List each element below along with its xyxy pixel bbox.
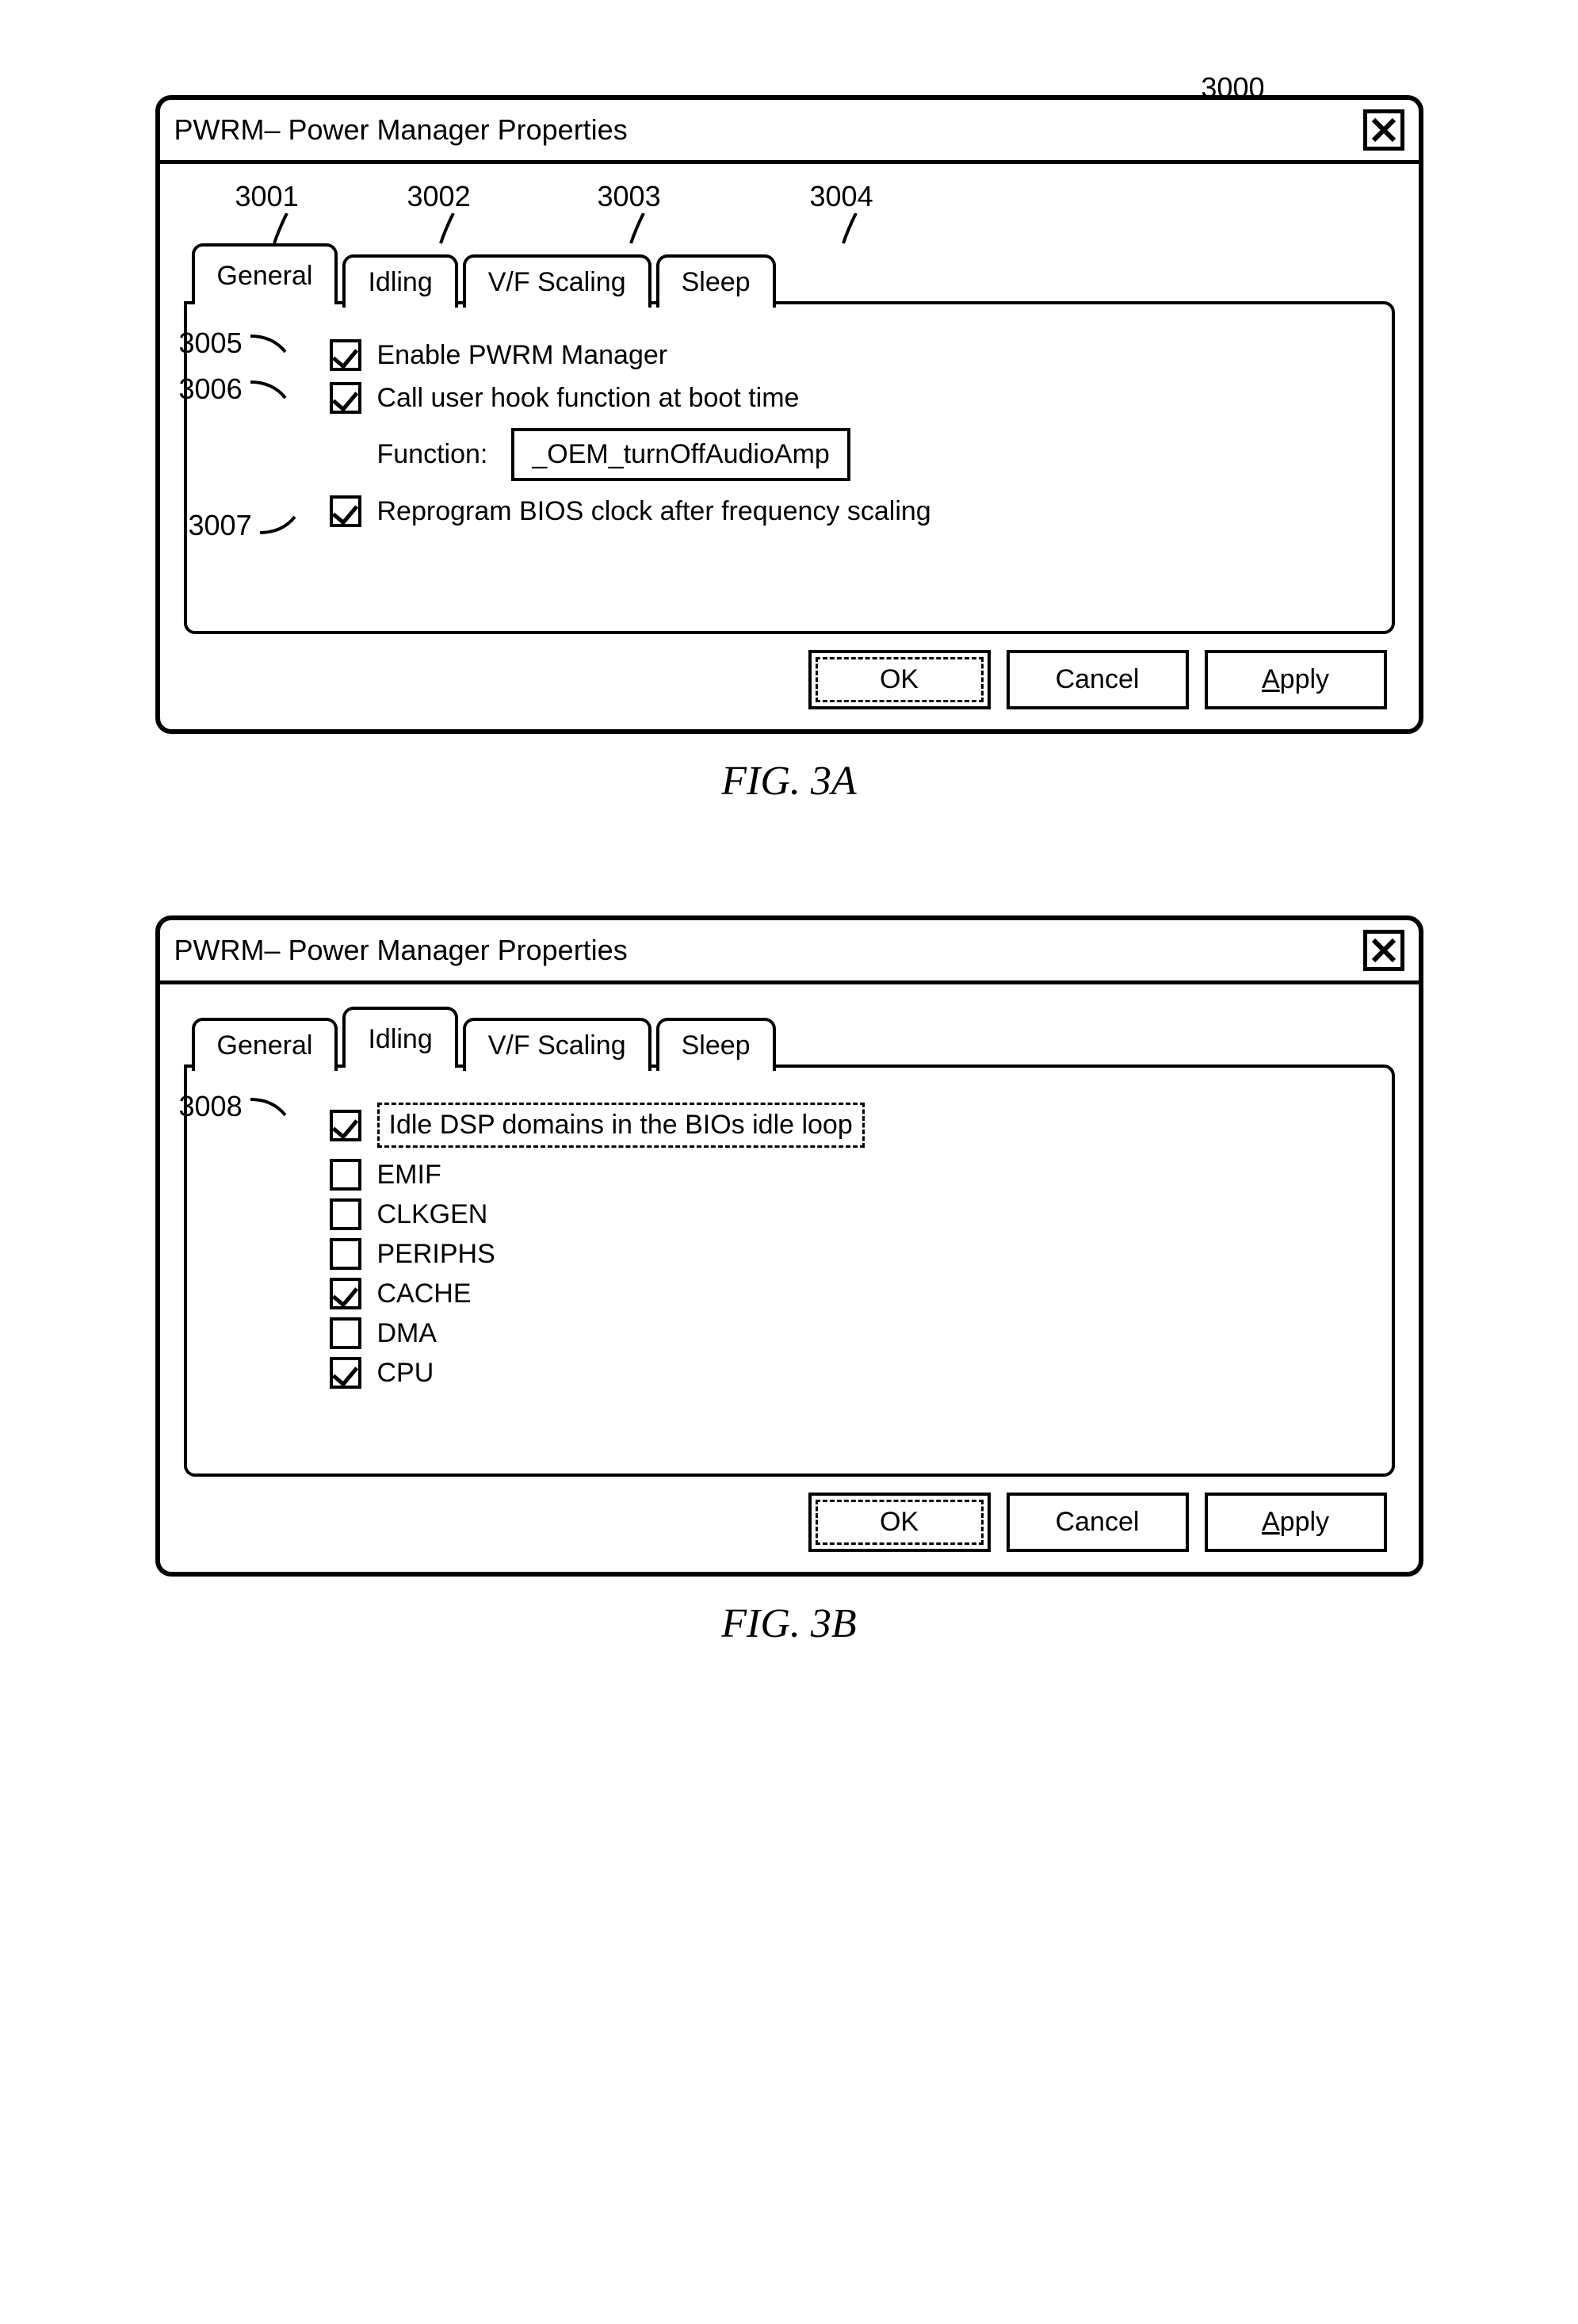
apply-accel: A [1262, 664, 1280, 694]
tab-sleep[interactable]: Sleep [656, 1018, 776, 1071]
client-area: General Idling V/F Scaling Sleep 3008 Id… [160, 984, 1419, 1572]
cancel-button[interactable]: Cancel [1007, 1493, 1189, 1552]
close-icon [1370, 117, 1397, 143]
apply-rest: pply [1280, 664, 1329, 694]
ann-3006: 3006 [179, 373, 288, 406]
ann-line-icon [271, 213, 303, 247]
label-cache: CACHE [377, 1279, 472, 1309]
ok-button[interactable]: OK [808, 650, 991, 709]
ann-connector-icon [249, 1095, 288, 1118]
idle-item-row: EMIF [330, 1159, 1360, 1191]
tab-vf[interactable]: V/F Scaling [463, 254, 651, 308]
label-periphs: PERIPHS [377, 1239, 495, 1270]
checkbox-reprogram-bios[interactable] [330, 495, 361, 527]
tab-vf[interactable]: V/F Scaling [463, 1018, 651, 1071]
ann-3007-label: 3007 [189, 509, 252, 542]
checkbox-cache[interactable] [330, 1278, 361, 1309]
function-field[interactable]: _OEM_turnOffAudioAmp [511, 428, 850, 481]
close-button[interactable] [1363, 109, 1404, 151]
window-title: PWRM– Power Manager Properties [174, 934, 628, 967]
tab-general[interactable]: General [192, 243, 338, 304]
idle-item-row: CLKGEN [330, 1198, 1360, 1230]
row-function: Function: _OEM_turnOffAudioAmp [377, 428, 1360, 481]
ann-3001: 3001 [235, 180, 299, 213]
label-cpu: CPU [377, 1358, 434, 1389]
checkbox-emif[interactable] [330, 1159, 361, 1191]
tab-annotations: 3001 3002 3003 3004 [184, 180, 1395, 243]
button-row: OK Cancel Apply [184, 1493, 1395, 1552]
tab-idling[interactable]: Idling [342, 254, 457, 308]
idle-item-row: PERIPHS [330, 1238, 1360, 1270]
caption-3b: FIG. 3B [155, 1600, 1423, 1647]
ok-button[interactable]: OK [808, 1493, 991, 1552]
tab-sleep[interactable]: Sleep [656, 254, 776, 308]
ann-connector-icon [258, 514, 298, 537]
ann-3003: 3003 [598, 180, 661, 213]
row-idle-dsp: Idle DSP domains in the BIOs idle loop [330, 1103, 1360, 1148]
ann-3007: 3007 [189, 509, 298, 542]
close-button[interactable] [1363, 930, 1404, 971]
ann-connector-icon [249, 331, 288, 355]
apply-button[interactable]: Apply [1205, 650, 1387, 709]
ann-3005: 3005 [179, 327, 288, 360]
ann-3005-label: 3005 [179, 327, 243, 360]
label-clkgen: CLKGEN [377, 1199, 488, 1230]
label-function: Function: [377, 439, 488, 470]
apply-accel: A [1262, 1507, 1280, 1537]
window-3a: PWRM– Power Manager Properties 3001 3002… [155, 95, 1423, 734]
apply-button[interactable]: Apply [1205, 1493, 1387, 1552]
label-enable-pwrm: Enable PWRM Manager [377, 340, 668, 371]
panel-general: 3005 3006 3007 Enable PWRM Manager [184, 301, 1395, 634]
close-icon [1370, 937, 1397, 964]
ann-3006-label: 3006 [179, 373, 243, 406]
tabstrip: General Idling V/F Scaling Sleep [184, 243, 1395, 304]
ok-label: OK [880, 1507, 919, 1537]
checkbox-idle-dsp[interactable] [330, 1110, 361, 1141]
tabstrip: General Idling V/F Scaling Sleep [184, 1007, 1395, 1068]
button-row: OK Cancel Apply [184, 650, 1395, 709]
label-call-hook: Call user hook function at boot time [377, 383, 800, 414]
tab-general[interactable]: General [192, 1018, 338, 1071]
label-emif: EMIF [377, 1160, 441, 1191]
label-idle-dsp: Idle DSP domains in the BIOs idle loop [377, 1103, 865, 1148]
window-3b: PWRM– Power Manager Properties General I… [155, 915, 1423, 1577]
checkbox-enable-pwrm[interactable] [330, 339, 361, 371]
figure-3b: PWRM– Power Manager Properties General I… [155, 915, 1423, 1647]
row-reprogram-bios: Reprogram BIOS clock after frequency sca… [330, 495, 1360, 527]
checkbox-clkgen[interactable] [330, 1198, 361, 1230]
idle-domain-list: EMIF CLKGEN PERIPHS CACHE DMA CPU [330, 1159, 1360, 1389]
idle-item-row: CPU [330, 1357, 1360, 1389]
ann-line-icon [840, 213, 872, 247]
cancel-label: Cancel [1056, 664, 1140, 694]
ok-label: OK [880, 664, 919, 694]
checkbox-cpu[interactable] [330, 1357, 361, 1389]
cancel-button[interactable]: Cancel [1007, 650, 1189, 709]
row-enable-pwrm: Enable PWRM Manager [330, 339, 1360, 371]
ann-connector-icon [249, 377, 288, 401]
client-area: 3001 3002 3003 3004 General Idling V/F S… [160, 164, 1419, 729]
apply-rest: pply [1280, 1507, 1329, 1537]
label-reprogram-bios: Reprogram BIOS clock after frequency sca… [377, 496, 931, 527]
checkbox-dma[interactable] [330, 1317, 361, 1349]
figure-3a: 3000 PWRM– Power Manager Properties 3001… [155, 95, 1423, 805]
ann-line-icon [437, 213, 469, 247]
tab-idling[interactable]: Idling [342, 1007, 457, 1068]
checkbox-call-hook[interactable] [330, 382, 361, 414]
panel-idling: 3008 Idle DSP domains in the BIOs idle l… [184, 1065, 1395, 1477]
ann-3002: 3002 [407, 180, 471, 213]
idle-item-row: CACHE [330, 1278, 1360, 1309]
caption-3a: FIG. 3A [155, 758, 1423, 805]
window-title: PWRM– Power Manager Properties [174, 113, 628, 147]
ann-line-icon [628, 213, 659, 247]
ann-3008-label: 3008 [179, 1090, 243, 1123]
titlebar: PWRM– Power Manager Properties [160, 920, 1419, 984]
titlebar: PWRM– Power Manager Properties [160, 100, 1419, 164]
row-call-hook: Call user hook function at boot time [330, 382, 1360, 414]
checkbox-periphs[interactable] [330, 1238, 361, 1270]
ann-3008: 3008 [179, 1090, 288, 1123]
idle-item-row: DMA [330, 1317, 1360, 1349]
label-dma: DMA [377, 1318, 437, 1349]
cancel-label: Cancel [1056, 1507, 1140, 1537]
ann-3004: 3004 [810, 180, 873, 213]
